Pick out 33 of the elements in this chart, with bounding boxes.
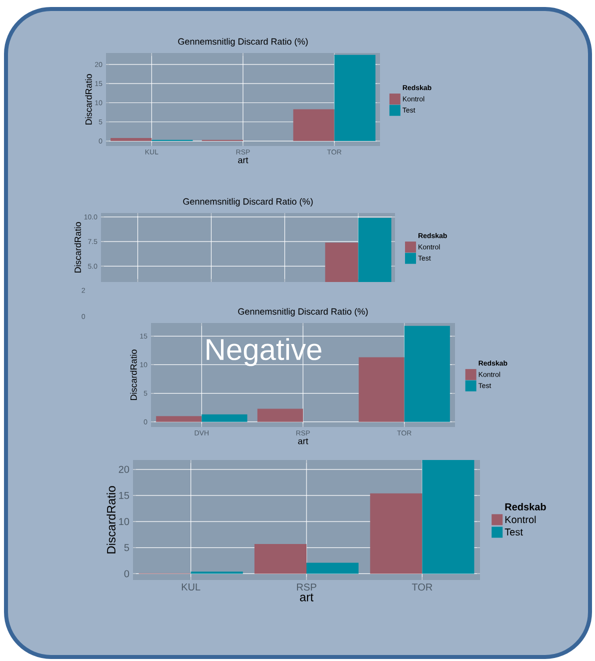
bar [254,544,307,574]
y-tick-label: 20 [118,466,130,473]
bar [293,109,334,142]
chart-title: Gennemsnitlig Discard Ratio (%) [178,38,308,46]
y-tick-label: 5 [124,544,130,552]
bar [306,562,359,574]
y-axis-title: DiscardRatio [130,350,137,400]
chart-title: Gennemsnitlig Discard Ratio (%) [183,198,313,206]
bar [202,414,248,422]
bar [358,357,404,422]
legend-label: Test [504,528,523,536]
bar [110,138,152,142]
y-axis-title: DiscardRatio [85,74,92,125]
x-tick-label: TOR [412,584,432,591]
bar [257,408,303,422]
x-axis-title: art [300,593,314,602]
y-tick-label: 10 [119,518,130,526]
x-tick-label: KUL [182,584,200,591]
bar [404,326,450,422]
bar [334,54,376,142]
y-tick-label: 0 [124,570,130,578]
x-axis-title: art [238,157,248,164]
bar [156,416,202,422]
bar [370,493,422,574]
legend-label: Kontrol [505,516,536,524]
x-axis-title: art [298,438,308,444]
bar [422,460,474,574]
y-tick-label: 15 [119,492,130,499]
legend-title: Redskab [505,503,546,510]
y-axis-title: DiscardRatio [106,486,116,554]
chart-title: Gennemsnitlig Discard Ratio (%) [238,308,368,316]
y-axis-title: DiscardRatio [74,222,81,273]
x-tick-label: RSP [297,584,316,591]
